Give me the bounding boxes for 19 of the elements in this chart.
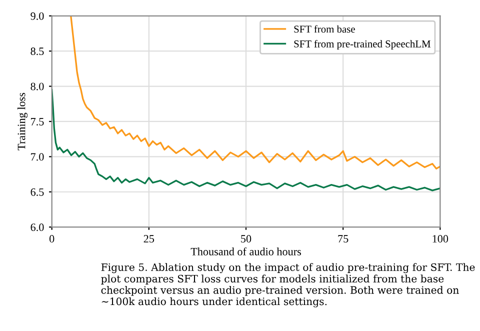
x-tick-label: 100	[432, 235, 448, 243]
legend-label: SFT from pre-trained SpeechLM	[294, 40, 430, 50]
y-tick-label: 7.0	[31, 153, 44, 161]
y-tick-label: 9.0	[30, 12, 44, 20]
line-series	[52, 88, 440, 192]
y-tick-label: 6.5	[30, 188, 44, 196]
x-tick-label: 25	[144, 235, 154, 243]
x-tick-label: 50	[241, 235, 252, 243]
y-tick-label: 7.5	[31, 118, 44, 126]
y-axis-title: Training loss	[17, 92, 28, 150]
y-tick-label: 8.5	[30, 48, 44, 56]
y-tick-label: 6.0	[30, 224, 44, 232]
x-tick-label: 0	[49, 235, 54, 243]
caption: Figure 5. Ablation study on the impact of audio pre-training for SFT. The plot compares SFT loss curves for models initialized from the base checkpoint versus an audio pre-trained version. Both were trained on ∼100k audio hours under identical settings.	[101, 263, 475, 308]
line-series	[70, 16, 440, 170]
x-axis-title: Thousand of audio hours	[190, 247, 301, 256]
x-tick-label: 75	[338, 235, 348, 243]
y-tick-label: 8.0	[30, 82, 44, 90]
legend-label: SFT from base	[294, 25, 355, 33]
